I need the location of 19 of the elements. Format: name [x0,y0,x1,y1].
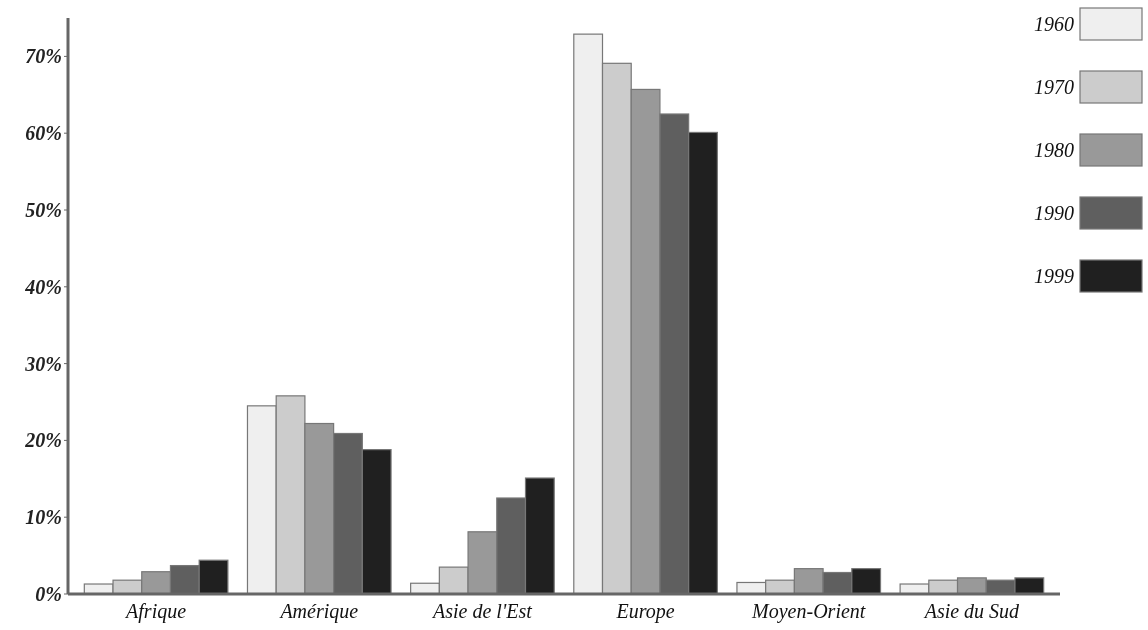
x-tick-label: Afrique [124,600,187,623]
y-tick-label: 0% [35,583,62,605]
legend-label: 1970 [1034,76,1074,98]
y-tick-label: 30% [24,352,62,375]
y-tick-label: 70% [25,45,62,68]
y-tick-label: 40% [24,275,62,298]
y-tick-label: 20% [24,429,62,452]
x-tick-label: Moyen-Orient [751,600,866,623]
legend-label: 1960 [1034,13,1074,35]
x-tick-label: Asie du Sud [922,600,1021,622]
y-tick-label: 50% [25,199,62,221]
x-tick-label: Asie de l'Est [431,600,533,622]
x-tick-label: Amérique [278,600,359,623]
x-tick-label: Europe [615,600,675,623]
legend-label: 1990 [1034,202,1074,224]
legend-label: 1980 [1034,139,1074,161]
y-tick-label: 10% [25,506,62,529]
legend-label: 1999 [1034,265,1074,287]
y-tick-label: 60% [25,122,62,145]
